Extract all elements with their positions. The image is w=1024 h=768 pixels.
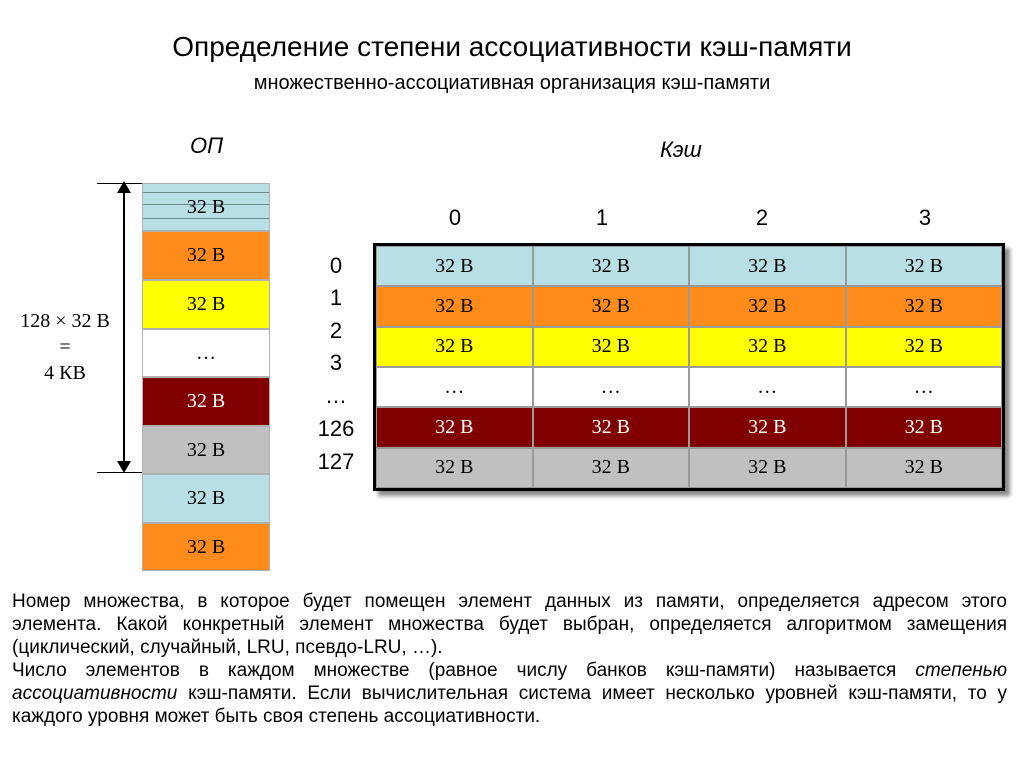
cache-cell: 32 В bbox=[845, 286, 1002, 327]
cache-cell: 32 В bbox=[376, 246, 533, 287]
memory-block-label: 32 В bbox=[186, 195, 226, 218]
cache-column-header: 1 bbox=[595, 205, 609, 230]
memory-block: 32 В bbox=[142, 377, 270, 426]
cache-cell: 32 В bbox=[689, 447, 846, 488]
arrow-down-icon bbox=[117, 461, 131, 473]
cache-cell: 32 В bbox=[376, 326, 533, 367]
memory-block: 32 В bbox=[142, 183, 270, 231]
memory-block-label: 32 В bbox=[186, 390, 226, 412]
size-bracket-line bbox=[123, 183, 125, 471]
memory-label: ОП bbox=[190, 133, 224, 158]
cache-cell: 32 В bbox=[376, 407, 533, 448]
cache-cell: 32 В bbox=[532, 286, 689, 327]
size-label: 128 × 32 В = 4 КВ bbox=[6, 308, 124, 386]
cache-cell: 32 В bbox=[845, 246, 1002, 287]
description-paragraph-2: Число элементов в каждом множестве (равн… bbox=[12, 659, 1007, 728]
cache-cell: 32 В bbox=[532, 326, 689, 367]
cache-table: 32 В 32 В 32 В 32 В 32 В 32 В 32 В 32 В 32 В 32 В… bbox=[373, 243, 1005, 491]
cache-cell: 32 В bbox=[376, 447, 533, 488]
cache-row-header: 0 bbox=[329, 253, 343, 278]
memory-block: 32 В bbox=[142, 523, 270, 571]
arrow-up-icon bbox=[117, 181, 131, 193]
cache-row-header: 127 bbox=[317, 449, 355, 474]
memory-block: 32 В bbox=[142, 280, 270, 329]
cache-cell: 32 В bbox=[689, 326, 846, 367]
description-paragraph-1: Номер множества, в которое будет помещен… bbox=[12, 591, 1007, 658]
size-label-line2: = bbox=[59, 336, 71, 358]
cache-cell: … bbox=[376, 366, 533, 408]
cache-cell: 32 В bbox=[845, 447, 1002, 488]
cache-cell: 32 В bbox=[532, 447, 689, 488]
stripe-line bbox=[143, 218, 269, 219]
cache-column-header: 3 bbox=[918, 205, 932, 230]
memory-block-label: … bbox=[196, 341, 216, 364]
cache-cell: 32 В bbox=[845, 326, 1002, 367]
cache-row-header: 1 bbox=[329, 285, 343, 310]
cache-cell: 32 В bbox=[532, 407, 689, 448]
cache-cell: … bbox=[845, 366, 1002, 408]
size-label-line3: 4 КВ bbox=[44, 362, 86, 384]
cache-row-header: 3 bbox=[329, 350, 343, 375]
cache-cell: 32 В bbox=[689, 407, 846, 448]
cache-column-header: 2 bbox=[755, 205, 769, 230]
cache-cell: … bbox=[532, 366, 689, 408]
cache-cell: 32 В bbox=[689, 246, 846, 287]
cache-row-header: 126 bbox=[317, 416, 355, 441]
description-text: кэш-памяти. Если вычислительная система … bbox=[12, 683, 1007, 727]
memory-block: 32 В bbox=[142, 231, 270, 280]
cache-cell: 32 В bbox=[532, 246, 689, 287]
description: Номер множества, в которое будет помещен… bbox=[12, 590, 1007, 728]
memory-block-label: 32 В bbox=[186, 487, 226, 509]
stripe-line bbox=[143, 204, 269, 205]
cache-cell: … bbox=[689, 366, 846, 408]
cache-row-header: 2 bbox=[329, 318, 343, 343]
memory-block: 32 В bbox=[142, 474, 270, 523]
memory-block-label: 32 В bbox=[186, 535, 226, 558]
memory-block-label: 32 В bbox=[186, 293, 226, 315]
cache-cell: 32 В bbox=[845, 407, 1002, 448]
memory-block: 32 В bbox=[142, 426, 270, 474]
memory-block-label: 32 В bbox=[186, 438, 226, 461]
memory-block-label: 32 В bbox=[186, 244, 226, 266]
cache-cell: 32 В bbox=[376, 286, 533, 327]
associativity-term: степенью ассоциативности bbox=[12, 660, 1008, 704]
description-text: Число элементов в каждом множестве (равн… bbox=[12, 660, 897, 681]
slide-subtitle: множественно-ассоциативная организация к… bbox=[253, 72, 771, 94]
stripe-line bbox=[143, 192, 269, 193]
cache-column-header: 0 bbox=[448, 205, 462, 230]
size-label-line1: 128 × 32 В bbox=[20, 310, 110, 332]
cache-label: Кэш bbox=[660, 137, 702, 162]
memory-block: … bbox=[142, 329, 270, 377]
cache-row-header: … bbox=[325, 383, 347, 408]
cache-cell: 32 В bbox=[689, 286, 846, 327]
slide-title: Определение степени ассоциативности кэш-… bbox=[172, 31, 852, 62]
